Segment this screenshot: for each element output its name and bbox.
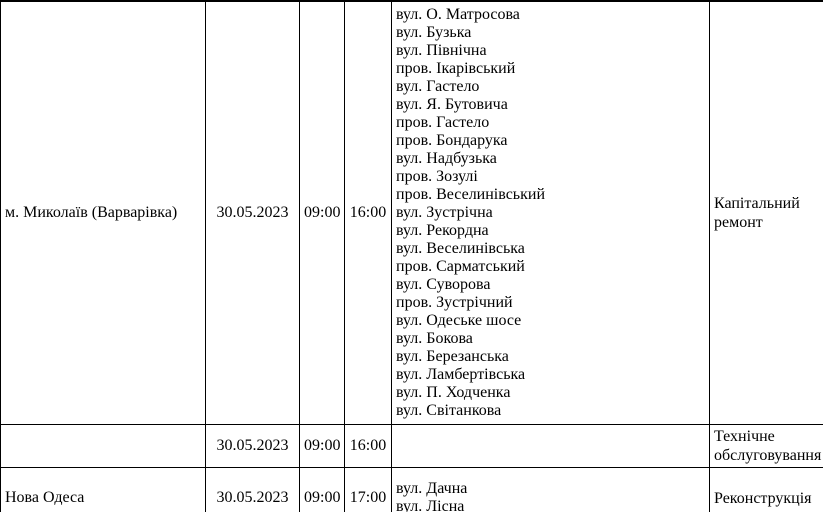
date-cell: 30.05.2023 [205, 466, 300, 512]
work-type-cell: Реконструкція [709, 466, 823, 512]
streets-cell: вул. О. Матросова вул. Бузька вул. Півні… [391, 0, 710, 425]
table-row: 30.05.2023 09:00 16:00 Технічне обслугов… [0, 423, 823, 468]
location-cell: м. Миколаїв (Варварівка) [0, 0, 206, 425]
table-row: м. Миколаїв (Варварівка) 30.05.2023 09:0… [0, 0, 823, 425]
table-row: Нова Одеса 30.05.2023 09:00 17:00 вул. Д… [0, 466, 823, 512]
location-cell: Нова Одеса [0, 466, 206, 512]
start-time-cell: 09:00 [299, 466, 345, 512]
location-cell [0, 423, 206, 468]
end-time-cell: 16:00 [344, 423, 392, 468]
streets-cell [391, 423, 710, 468]
start-time-cell: 09:00 [299, 0, 345, 425]
end-time-cell: 16:00 [344, 0, 392, 425]
start-time-cell: 09:00 [299, 423, 345, 468]
work-type-cell: Технічне обслуговування [709, 423, 823, 468]
end-time-cell: 17:00 [344, 466, 392, 512]
work-type-cell: Капітальний ремонт [709, 0, 823, 425]
date-cell: 30.05.2023 [205, 0, 300, 425]
streets-cell: вул. Дачна вул. Лісна [391, 466, 710, 512]
date-cell: 30.05.2023 [205, 423, 300, 468]
